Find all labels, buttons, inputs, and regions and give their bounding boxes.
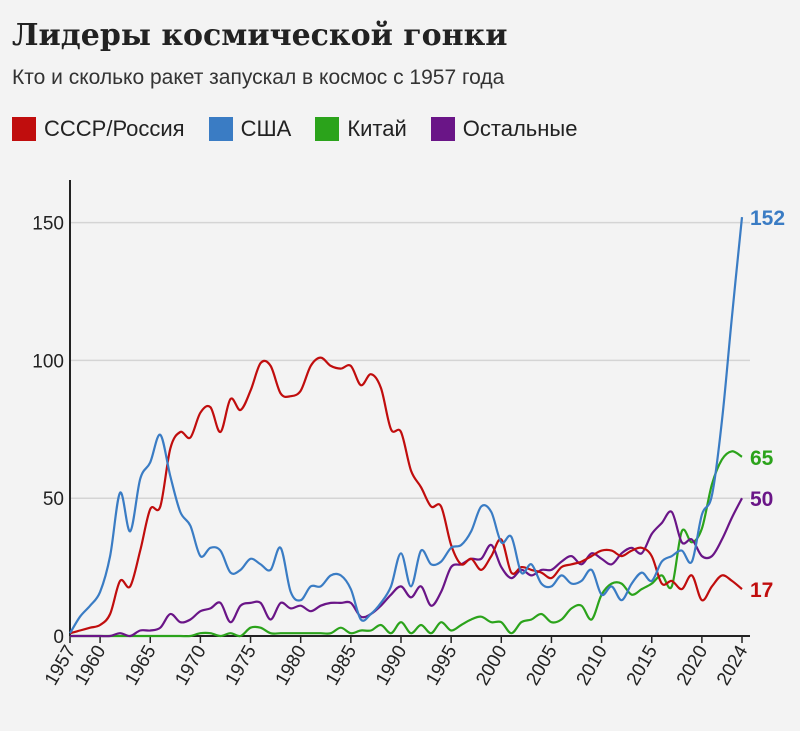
series-line-usa xyxy=(69,216,744,634)
x-tick-label-1990: 1990 xyxy=(372,642,411,689)
x-tick-label-2015: 2015 xyxy=(623,642,662,689)
y-tick-label-0: 0 xyxy=(53,627,64,648)
legend-swatch-usa xyxy=(208,117,233,141)
legend: СССР/Россия США Китай Остальные xyxy=(12,116,577,142)
y-tick-label-100: 100 xyxy=(32,351,64,372)
legend-swatch-china xyxy=(315,117,340,141)
x-tick-label-1975: 1975 xyxy=(222,642,261,689)
series-line-china xyxy=(70,450,743,638)
x-tick-label-1960: 1960 xyxy=(71,642,110,689)
x-tick-label-2024: 2024 xyxy=(713,642,753,689)
x-tick-label-2005: 2005 xyxy=(522,642,561,689)
x-tick-label-2020: 2020 xyxy=(673,642,712,689)
y-tick-label-50: 50 xyxy=(43,489,64,510)
series-line-others xyxy=(70,497,743,638)
x-tick-label-1965: 1965 xyxy=(121,642,160,689)
end-label-ussr: 17 xyxy=(750,579,773,602)
x-tick-label-1995: 1995 xyxy=(422,642,461,689)
x-tick-label-2010: 2010 xyxy=(573,642,612,689)
x-tick-label-1957: 1957 xyxy=(41,642,80,689)
x-tick-label-1985: 1985 xyxy=(322,642,361,689)
chart-title: Лидеры космической гонки xyxy=(12,18,508,53)
legend-swatch-others xyxy=(430,117,455,141)
legend-label-others: Остальные xyxy=(462,116,578,141)
end-label-china: 65 xyxy=(750,447,774,470)
x-tick-label-1970: 1970 xyxy=(171,642,210,689)
end-label-usa: 152 xyxy=(750,207,785,230)
x-tick-label-2000: 2000 xyxy=(472,642,511,689)
legend-item-ussr: СССР/Россия xyxy=(12,116,185,142)
y-tick-label-150: 150 xyxy=(32,214,64,235)
legend-swatch-ussr xyxy=(12,117,36,141)
end-label-others: 50 xyxy=(750,488,773,511)
x-tick-label-1980: 1980 xyxy=(272,642,311,689)
legend-item-usa: США xyxy=(208,116,292,142)
series-line-ussr xyxy=(69,356,743,635)
legend-label-china: Китай xyxy=(347,116,407,141)
legend-label-ussr: СССР/Россия xyxy=(44,116,185,141)
legend-item-china: Китай xyxy=(315,116,407,142)
legend-label-usa: США xyxy=(240,116,292,141)
legend-item-others: Остальные xyxy=(430,116,578,142)
chart-subtitle: Кто и сколько ракет запускал в космос с … xyxy=(12,66,505,89)
